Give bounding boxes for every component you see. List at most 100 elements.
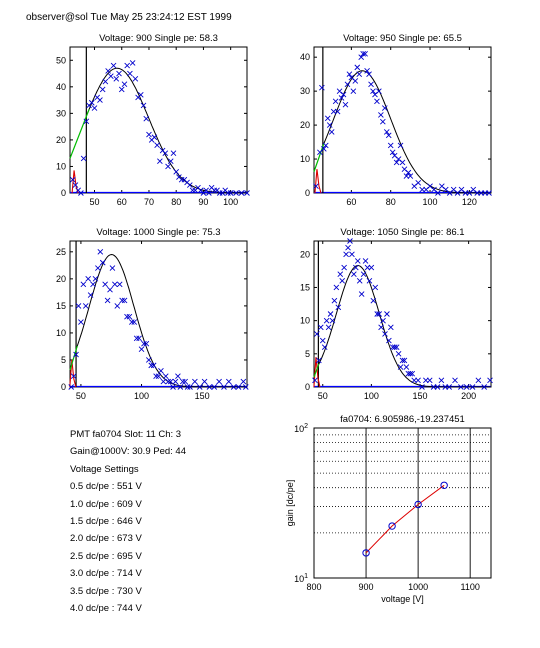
- data-point: [113, 76, 120, 82]
- y-tick-label: 0: [305, 188, 310, 198]
- data-point: [328, 129, 335, 135]
- data-point: [116, 281, 123, 288]
- data-point: [340, 91, 347, 98]
- data-point: [339, 277, 346, 284]
- data-point: [158, 367, 164, 374]
- data-point: [136, 335, 142, 342]
- data-point: [69, 176, 76, 183]
- data-point: [177, 384, 184, 390]
- data-point: [366, 277, 373, 284]
- data-point: [184, 384, 191, 390]
- data-point: [95, 265, 101, 271]
- data-point: [321, 146, 327, 152]
- data-point: [73, 351, 79, 358]
- data-point: [452, 377, 458, 384]
- histogram-panel: [69, 46, 250, 196]
- x-tick-label: 100: [223, 197, 238, 207]
- data-point: [242, 384, 249, 390]
- data-point: [393, 159, 400, 166]
- y-tick-label: 102: [294, 423, 308, 434]
- data-point: [187, 384, 193, 390]
- data-point: [329, 317, 336, 324]
- data-point: [319, 84, 325, 91]
- data-point: [362, 258, 369, 264]
- y-tick-label: 10: [300, 154, 310, 164]
- background-fit: [313, 363, 320, 378]
- data-point: [333, 284, 340, 291]
- data-point: [140, 102, 147, 109]
- data-point: [381, 105, 388, 111]
- gain-point: [414, 500, 422, 509]
- x-tick-label: 1000: [408, 582, 428, 592]
- x-tick-label: 50: [318, 391, 328, 401]
- x-axis-label: voltage [V]: [381, 594, 424, 604]
- setting-row: 3.5 dc/pe : 730 V: [70, 585, 142, 597]
- data-point: [141, 340, 147, 347]
- data-point: [173, 168, 180, 175]
- data-point: [358, 291, 365, 297]
- data-point: [354, 258, 361, 264]
- gain-point: [388, 522, 396, 530]
- data-point: [364, 67, 370, 74]
- data-point: [175, 373, 181, 380]
- data-point: [314, 331, 320, 337]
- data-point: [399, 159, 406, 166]
- x-tick-label: 100: [134, 391, 149, 401]
- y-tick-label: 30: [56, 108, 66, 118]
- background-fit: [69, 109, 90, 159]
- data-point: [109, 265, 116, 271]
- data-point: [469, 384, 476, 390]
- data-point: [170, 150, 177, 157]
- data-point: [154, 142, 160, 149]
- panel-title: Voltage: 1000 Single pe: 75.3: [96, 227, 220, 238]
- data-point: [319, 337, 326, 344]
- y-tick-label: 20: [56, 135, 66, 145]
- data-point: [463, 384, 470, 390]
- plot-frame: [313, 427, 492, 579]
- data-point: [395, 350, 402, 357]
- y-tick-label: 5: [305, 349, 310, 359]
- data-point: [216, 378, 222, 385]
- data-point: [393, 344, 400, 351]
- y-tick-label: 0: [61, 188, 66, 198]
- data-point: [238, 190, 245, 196]
- plot-frame: [69, 240, 248, 388]
- x-tick-label: 50: [76, 391, 86, 401]
- setting-row: 0.5 dc/pe : 551 V: [70, 481, 142, 493]
- gain-point: [440, 481, 448, 489]
- data-point: [324, 115, 331, 122]
- data-point: [233, 190, 239, 196]
- data-point: [124, 313, 130, 320]
- data-point: [133, 335, 140, 342]
- data-point: [196, 384, 203, 390]
- panel-title: Voltage: 900 Single pe: 58.3: [99, 33, 218, 44]
- data-point: [356, 277, 363, 284]
- data-point: [372, 284, 379, 291]
- data-point: [167, 158, 174, 164]
- data-point: [374, 311, 381, 317]
- data-point: [70, 373, 77, 380]
- data-point: [157, 158, 163, 164]
- data-point: [99, 86, 106, 93]
- y-tick-label: 20: [300, 120, 310, 130]
- data-point: [92, 276, 99, 282]
- data-point: [244, 190, 250, 196]
- x-tick-label: 80: [171, 197, 181, 207]
- data-point: [321, 344, 328, 351]
- data-point: [162, 150, 169, 157]
- setting-row: 1.5 dc/pe : 646 V: [70, 515, 142, 527]
- y-tick-label: 0: [61, 382, 66, 392]
- y-tick-label: 10: [300, 316, 310, 326]
- data-point: [102, 281, 108, 288]
- x-tick-label: 70: [144, 197, 154, 207]
- fit-curve: [85, 67, 247, 194]
- data-point: [380, 317, 386, 324]
- data-point: [352, 78, 359, 84]
- data-point: [97, 97, 103, 103]
- x-tick-label: 800: [306, 582, 321, 592]
- data-point: [426, 377, 433, 384]
- data-point: [129, 319, 135, 325]
- data-point: [82, 303, 89, 309]
- x-tick-label: 50: [89, 197, 99, 207]
